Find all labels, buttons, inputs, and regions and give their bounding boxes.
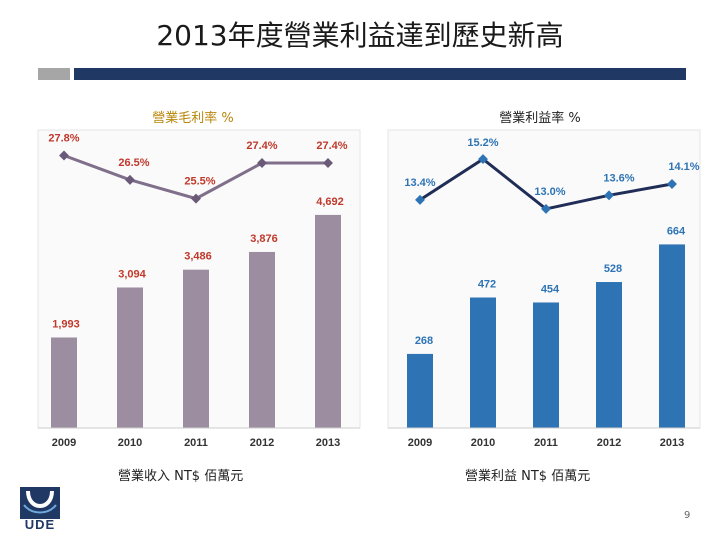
x-tick-label: 2009 [52, 437, 76, 449]
operating-income-footer-label: 營業利益 NT$ 佰萬元 [465, 469, 591, 484]
line-point-2010 [125, 174, 135, 185]
line-chart-title: 營業毛利率 % [152, 110, 234, 126]
bar-2009 [51, 337, 77, 428]
line-value-label: 15.2% [467, 137, 498, 149]
x-tick-label: 2011 [184, 437, 208, 449]
line-point-2013 [667, 179, 677, 189]
line-point-2010 [478, 154, 488, 165]
line-point-2013 [323, 158, 333, 168]
bar-value-label: 3,094 [118, 268, 146, 280]
page-number: 9 [684, 510, 691, 521]
revenue-footer-label: 營業收入 NT$ 佰萬元 [118, 469, 244, 484]
line-value-label: 27.4% [246, 140, 277, 152]
line-point-2012 [604, 190, 614, 201]
bar-value-label: 454 [541, 283, 560, 295]
line-value-label: 13.4% [404, 177, 435, 189]
line-value-label: 13.6% [603, 172, 634, 184]
bar-value-label: 4,692 [316, 196, 344, 208]
line-value-label: 26.5% [118, 157, 149, 169]
line-point-2009 [59, 150, 69, 161]
bar-2011 [533, 302, 559, 428]
line-value-label: 14.1% [668, 161, 699, 173]
x-tick-label: 2012 [250, 437, 274, 449]
x-tick-label: 2013 [316, 437, 340, 449]
bar-value-label: 664 [667, 225, 686, 237]
line-point-2011 [191, 193, 201, 204]
line-point-2011 [541, 203, 551, 214]
bar-value-label: 1,993 [52, 318, 80, 330]
title-accent-blue [74, 68, 686, 80]
bar-2009 [407, 353, 433, 428]
bar-2010 [470, 297, 496, 428]
x-tick-label: 2009 [408, 437, 432, 449]
bar-2010 [117, 287, 143, 428]
x-tick-label: 2013 [660, 437, 684, 449]
logo-text: UDE [24, 517, 56, 532]
bar-2012 [596, 282, 622, 428]
x-tick-label: 2012 [597, 437, 621, 449]
x-tick-label: 2010 [118, 437, 142, 449]
bar-value-label: 472 [478, 279, 496, 291]
line-point-2012 [257, 158, 267, 168]
bar-value-label: 268 [415, 335, 433, 347]
bar-value-label: 3,486 [184, 251, 212, 263]
line-value-label: 27.4% [316, 140, 347, 152]
line-value-label: 13.0% [534, 186, 565, 198]
line-chart-title: 營業利益率 % [499, 110, 581, 126]
bar-2012 [249, 251, 275, 428]
x-tick-label: 2010 [471, 437, 495, 449]
bar-value-label: 528 [604, 263, 622, 275]
ude-logo-icon [20, 487, 60, 519]
x-tick-label: 2011 [534, 437, 558, 449]
line-value-label: 25.5% [184, 176, 215, 188]
bar-2013 [315, 214, 341, 428]
line-point-2009 [415, 194, 425, 205]
page-title: 2013年度營業利益達到歷史新高 [156, 19, 564, 52]
bar-2013 [659, 244, 685, 428]
bar-2011 [183, 269, 209, 428]
line-value-label: 27.8% [48, 133, 79, 145]
bar-value-label: 3,876 [250, 233, 278, 245]
title-accent-gray [38, 68, 70, 80]
